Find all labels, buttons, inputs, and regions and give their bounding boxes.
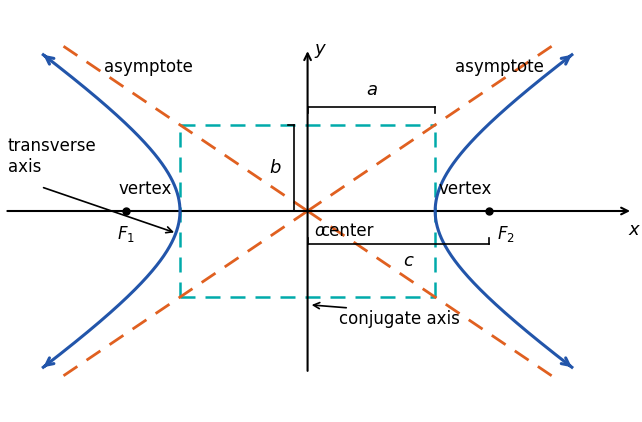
Text: $F_2$: $F_2$ (497, 224, 515, 244)
Text: center: center (320, 222, 374, 241)
Text: y: y (314, 40, 325, 58)
Text: $F_1$: $F_1$ (117, 224, 135, 244)
Text: conjugate axis: conjugate axis (340, 310, 460, 328)
Text: x: x (629, 221, 639, 238)
Text: o: o (314, 222, 324, 241)
Text: transverse
axis: transverse axis (8, 137, 96, 176)
Text: asymptote: asymptote (455, 58, 543, 76)
Text: asymptote: asymptote (103, 58, 193, 76)
Text: vertex: vertex (119, 180, 172, 198)
Text: c: c (403, 252, 413, 271)
Text: b: b (270, 159, 281, 177)
Text: vertex: vertex (438, 180, 492, 198)
Text: a: a (366, 81, 377, 99)
